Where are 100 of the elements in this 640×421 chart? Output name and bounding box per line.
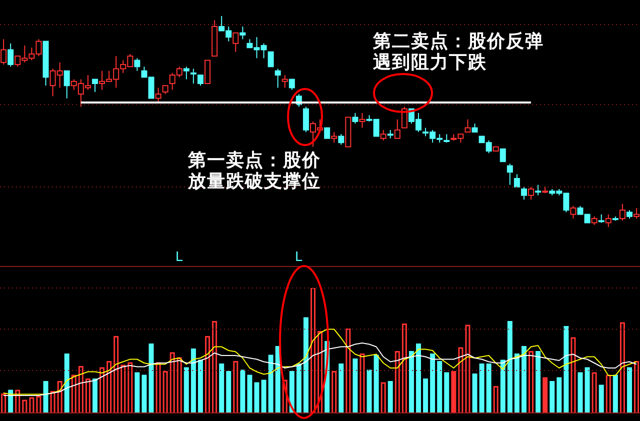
bar [100,367,105,413]
bar [142,374,147,413]
bar [423,378,428,413]
bar [366,370,372,413]
candlestick [190,68,196,84]
bar [226,371,232,413]
bar [592,372,597,413]
candlestick [464,118,471,133]
bar [29,397,34,413]
bar [584,367,590,413]
bar [542,377,548,413]
bar [360,354,365,413]
bar [162,371,168,413]
bar [106,361,112,413]
bar [486,364,492,413]
bar [380,382,386,413]
bar [36,396,42,413]
candlestick [619,203,626,222]
bar [148,344,154,413]
annotation: 第二卖点：股价反弹遇到阻力下跌 [373,31,545,73]
candlestick [8,42,14,68]
bar [437,361,442,413]
bar [310,288,316,413]
bar [43,381,48,413]
candlestick [232,32,239,52]
bar [564,326,569,413]
candlestick [324,127,330,139]
bar [521,346,526,413]
bar [451,371,456,413]
bar [374,354,379,413]
bar [8,390,14,413]
bar [536,351,541,413]
candlestick [274,68,281,88]
bar [78,366,84,413]
candlestick [535,184,542,196]
bar [598,384,604,413]
text: L [294,250,302,265]
candlestick [380,129,386,141]
bar [626,367,632,413]
bar [268,354,274,413]
bar [212,321,218,413]
annotation: 第一卖点：股价放量跌破支撑位 [188,150,322,192]
bar [254,382,260,413]
bar [134,372,140,413]
bar [346,328,351,413]
candlestick [331,132,338,144]
candlestick [338,134,344,146]
bar [606,374,611,413]
bar [612,374,618,413]
bar [233,361,238,413]
bar [184,367,189,413]
bar [458,347,464,413]
bar [444,372,450,413]
candlestick [394,118,400,139]
bar [247,374,252,413]
bar [303,317,308,413]
bar [500,360,506,413]
bar [394,351,400,413]
candlestick [359,112,366,128]
bar [402,324,407,413]
bar [205,336,210,413]
bar [71,374,76,413]
bar [64,354,70,413]
text: L [175,250,183,265]
bar [156,362,161,413]
bar [514,354,520,413]
bar [332,371,337,413]
bar [128,362,133,413]
bar [465,324,470,413]
bar [493,386,498,413]
bar [176,357,182,413]
candlestick [605,214,612,227]
candlestick [282,74,288,88]
candlestick [528,186,534,200]
candlestick [197,74,204,86]
candlestick [92,78,98,92]
bar [261,380,266,413]
bar [296,364,302,413]
bar [578,372,583,413]
bar [219,364,224,413]
bar [528,351,534,413]
bar [388,381,393,413]
bar [170,352,175,413]
candlestick [352,112,358,124]
bar [472,374,478,413]
bar [416,344,421,413]
candlestick [500,148,506,162]
bar [92,378,98,413]
candlestick [401,106,408,128]
bar [556,377,562,413]
bar [479,364,484,413]
bar [240,370,246,413]
bar [570,337,576,413]
bar [198,360,203,413]
bar [50,391,56,413]
candlestick [204,60,211,84]
candlestick [288,78,295,90]
bar [352,358,358,413]
bar [338,364,344,413]
bar [114,336,119,413]
